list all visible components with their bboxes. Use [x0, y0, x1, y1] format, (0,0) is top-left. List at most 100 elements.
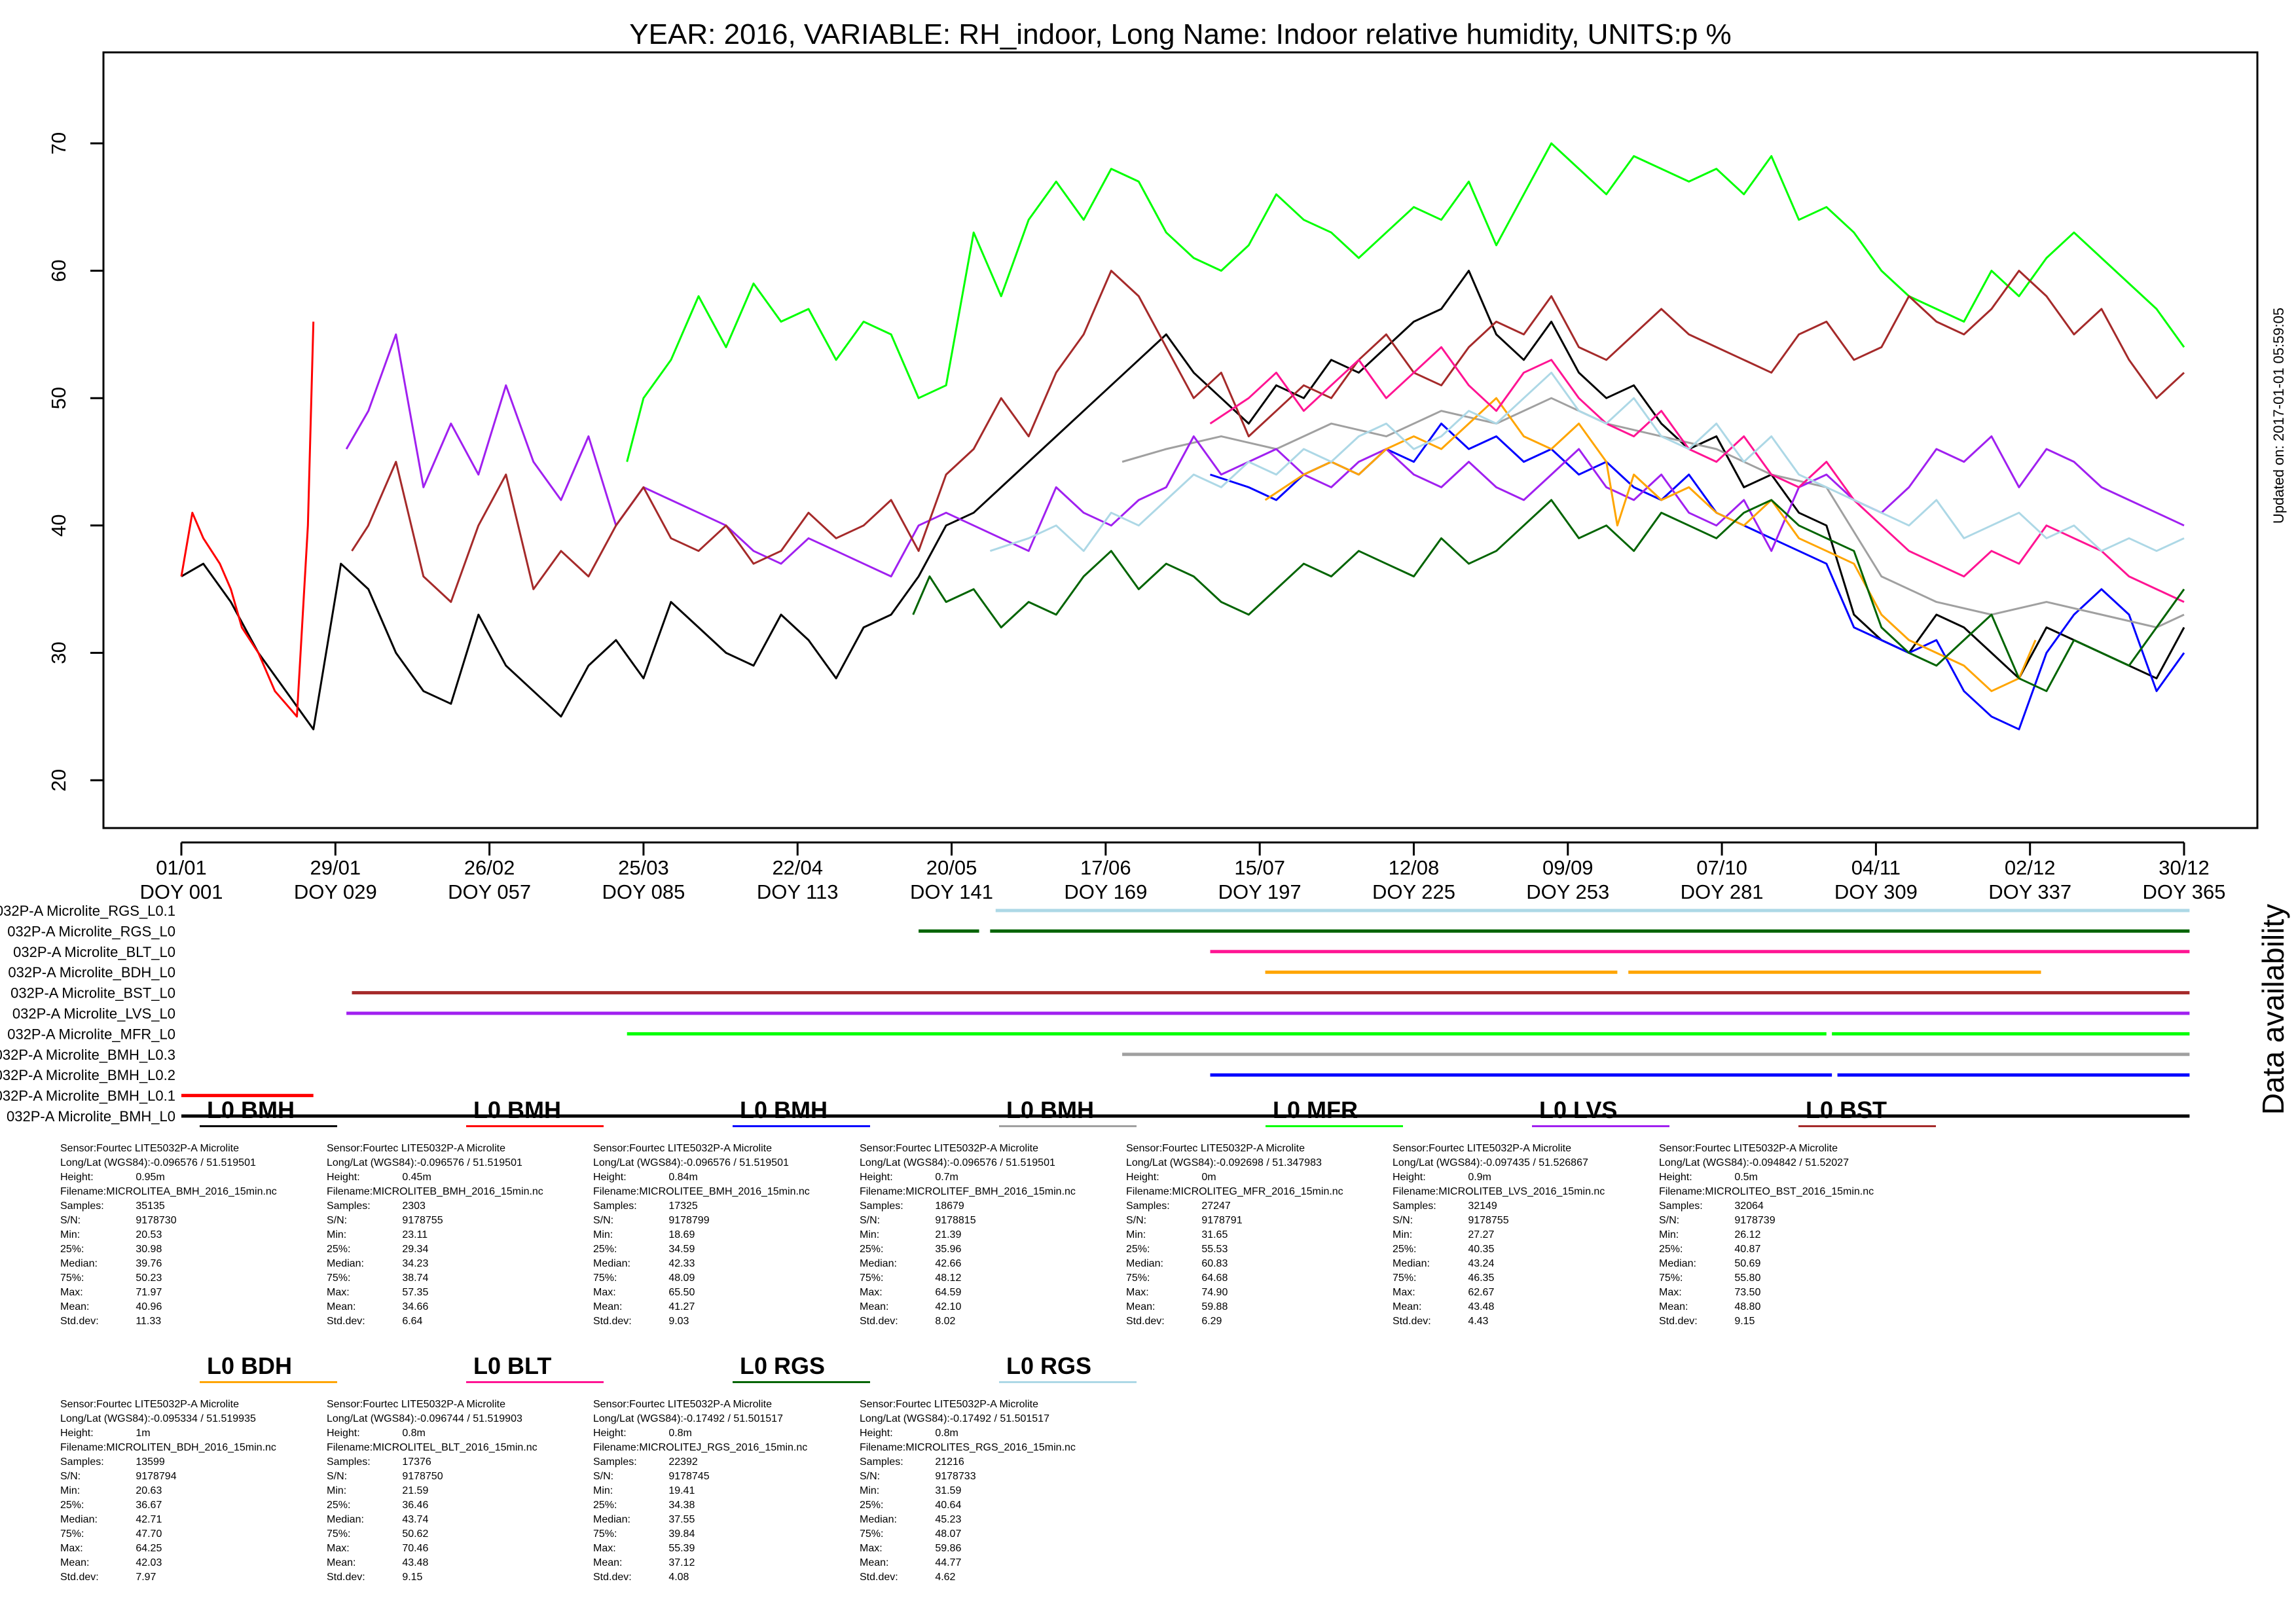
- sensor-info-row: Samples: 18679: [799, 1199, 1015, 1214]
- sensor-info-value: 36.67: [136, 1500, 162, 1511]
- sensor-info-key: Min:: [1659, 1229, 1679, 1240]
- sensor-info-row: Filename: MICROLITEF_BMH_2016_15min.nc: [799, 1185, 1076, 1199]
- sensor-info-value: 9178745: [668, 1471, 710, 1482]
- sensor-info-row: Long/Lat (WGS84): -0.17492 / 51.501517: [799, 1412, 1049, 1426]
- sensor-info-row: Std.dev: 4.62: [799, 1570, 1015, 1585]
- sensor-info-row: 75%: 50.23: [0, 1271, 216, 1286]
- sensor-info-key: Filename:: [1126, 1186, 1173, 1197]
- sensor-info-key: Samples:: [1393, 1200, 1436, 1212]
- sensor-info-row: Samples: 13599: [0, 1455, 216, 1470]
- sensor-info-row: S/N: 9178733: [799, 1470, 1015, 1484]
- sensor-info-key: Std.dev:: [60, 1316, 99, 1327]
- sensor-info-row: Min: 23.11: [266, 1228, 483, 1242]
- sensor-info-value: 0.5m: [1734, 1172, 1758, 1183]
- sensor-info-key: Median:: [860, 1258, 897, 1269]
- sensor-info-key: Mean:: [327, 1557, 356, 1568]
- sensor-info-row: 75%: 48.09: [533, 1271, 749, 1286]
- sensor-info-key: 25%:: [593, 1500, 617, 1511]
- sensor-info-key: Height:: [860, 1172, 893, 1183]
- sensor-info-value: 34.23: [402, 1258, 429, 1269]
- sensor-info-key: Std.dev:: [327, 1572, 365, 1583]
- sensor-info-key: Sensor:: [60, 1143, 97, 1154]
- sensor-info-row: 75%: 46.35: [1332, 1271, 1548, 1286]
- sensor-info-key: 25%:: [327, 1500, 351, 1511]
- x-tick-doy: DOY 253: [1526, 880, 1609, 903]
- sensor-info-row: Samples: 17376: [266, 1455, 483, 1470]
- sensor-title: L0 BMH: [207, 1096, 295, 1123]
- sensor-info-key: Sensor:: [860, 1399, 896, 1410]
- sensor-info-key: Height:: [327, 1428, 360, 1439]
- sensor-info-value: 0.95m: [136, 1172, 165, 1183]
- sensor-info-value: 46.35: [1468, 1272, 1495, 1284]
- sensor-info-row: Sensor: Fourtec LITE5032P-A Microlite: [266, 1142, 505, 1156]
- sensor-info-value: 39.76: [136, 1258, 162, 1269]
- sensor-info-row: Std.dev: 9.15: [266, 1570, 483, 1585]
- sensor-info-key: Median:: [860, 1514, 897, 1525]
- sensor-info-row: S/N: 9178755: [266, 1214, 483, 1228]
- x-tick-doy: DOY 001: [140, 880, 223, 903]
- sensor-info-row: Samples: 2303: [266, 1199, 483, 1214]
- sensor-info-key: S/N:: [1393, 1215, 1413, 1226]
- availability-label: 032P-A Microlite_BMH_L0.2: [0, 1067, 175, 1083]
- sensor-info-key: Filename:: [860, 1186, 906, 1197]
- sensor-info-row: Height: 0m: [1066, 1170, 1282, 1185]
- sensor-info-row: 25%: 40.64: [799, 1498, 1015, 1513]
- sensor-info-key: Max:: [860, 1287, 883, 1298]
- sensor-info-value: MICROLITEF_BMH_2016_15min.nc: [905, 1186, 1076, 1197]
- sensor-info-row: Std.dev: 9.15: [1599, 1314, 1815, 1329]
- sensor-info-value: 48.09: [668, 1272, 695, 1284]
- sensor-info-row: 75%: 47.70: [0, 1527, 216, 1542]
- sensor-info-value: 31.59: [935, 1485, 962, 1496]
- sensor-info-block: L0 BMH Sensor: Fourtec LITE5032P-A Microli…: [533, 1096, 870, 1329]
- sensor-info-row: S/N: 9178755: [1332, 1214, 1548, 1228]
- sensor-info-value: Fourtec LITE5032P-A Microlite: [96, 1399, 240, 1410]
- x-tick-date: 01/01: [156, 856, 207, 879]
- sensor-info-key: 75%:: [327, 1272, 351, 1284]
- sensor-info-key: Std.dev:: [1393, 1316, 1431, 1327]
- sensor-info-key: 75%:: [1659, 1272, 1683, 1284]
- y-tick-label: 70: [47, 132, 70, 154]
- sensor-info-row: Height: 0.8m: [533, 1426, 749, 1441]
- sensor-info-row: Min: 20.53: [0, 1228, 216, 1242]
- sensor-info-block: L0 MFR Sensor: Fourtec LITE5032P-A Microli…: [1066, 1096, 1403, 1329]
- sensor-info-row: Std.dev: 4.43: [1332, 1314, 1548, 1329]
- sensor-info-row: Mean: 43.48: [266, 1556, 483, 1570]
- sensor-info-row: S/N: 9178745: [533, 1470, 749, 1484]
- sensor-info-key: Mean:: [593, 1557, 623, 1568]
- sensor-info-value: 9178730: [136, 1215, 177, 1226]
- sensor-info-value: 34.66: [402, 1301, 429, 1312]
- sensor-info-row: 25%: 40.35: [1332, 1242, 1548, 1257]
- sensor-info-value: 17325: [668, 1200, 698, 1212]
- availability-label: 032P-A Microlite_BMH_L0.3: [0, 1047, 175, 1063]
- sensor-info-key: Median:: [327, 1514, 364, 1525]
- x-tick-date: 22/04: [772, 856, 823, 879]
- sensor-info-key: Median:: [593, 1258, 630, 1269]
- sensor-info-key: Sensor:: [593, 1143, 630, 1154]
- sensor-color-line: [733, 1125, 870, 1127]
- sensor-info-value: 2303: [402, 1200, 426, 1212]
- sensor-info-value: 4.62: [935, 1572, 956, 1583]
- sensor-info-key: 75%:: [1393, 1272, 1417, 1284]
- sensor-info-block: L0 RGS Sensor: Fourtec LITE5032P-A Microli…: [533, 1352, 870, 1585]
- sensor-info-row: Max: 65.50: [533, 1286, 749, 1300]
- sensor-info-row: Height: 0.84m: [533, 1170, 749, 1185]
- sensor-info-value: MICROLITEB_BMH_2016_15min.nc: [373, 1186, 543, 1197]
- series-line-1: [181, 270, 2185, 731]
- sensor-info-row: Samples: 35135: [0, 1199, 216, 1214]
- data-availability-panel: 032P-A Microlite_RGS_L0.1 032P-A Microlit…: [0, 903, 2190, 1125]
- sensor-info-value: 6.64: [402, 1316, 423, 1327]
- sensor-info-value: 1m: [136, 1428, 151, 1439]
- sensor-info-key: Min:: [860, 1485, 880, 1496]
- sensor-info-row: Min: 18.69: [533, 1228, 749, 1242]
- sensor-info-value: 59.86: [935, 1543, 962, 1554]
- sensor-info-row: Max: 71.97: [0, 1286, 216, 1300]
- sensor-info-value: MICROLITEG_MFR_2016_15min.nc: [1172, 1186, 1343, 1197]
- sensor-info-row: 25%: 36.67: [0, 1498, 216, 1513]
- sensor-info-key: Long/Lat (WGS84):: [1393, 1157, 1483, 1168]
- sensor-info-value: 0.8m: [668, 1428, 692, 1439]
- sensor-info-row: S/N: 9178739: [1599, 1214, 1815, 1228]
- sensor-info-key: S/N:: [593, 1215, 614, 1226]
- sensor-info-value: 43.48: [402, 1557, 429, 1568]
- sensor-info-value: MICROLITEJ_RGS_2016_15min.nc: [639, 1442, 808, 1453]
